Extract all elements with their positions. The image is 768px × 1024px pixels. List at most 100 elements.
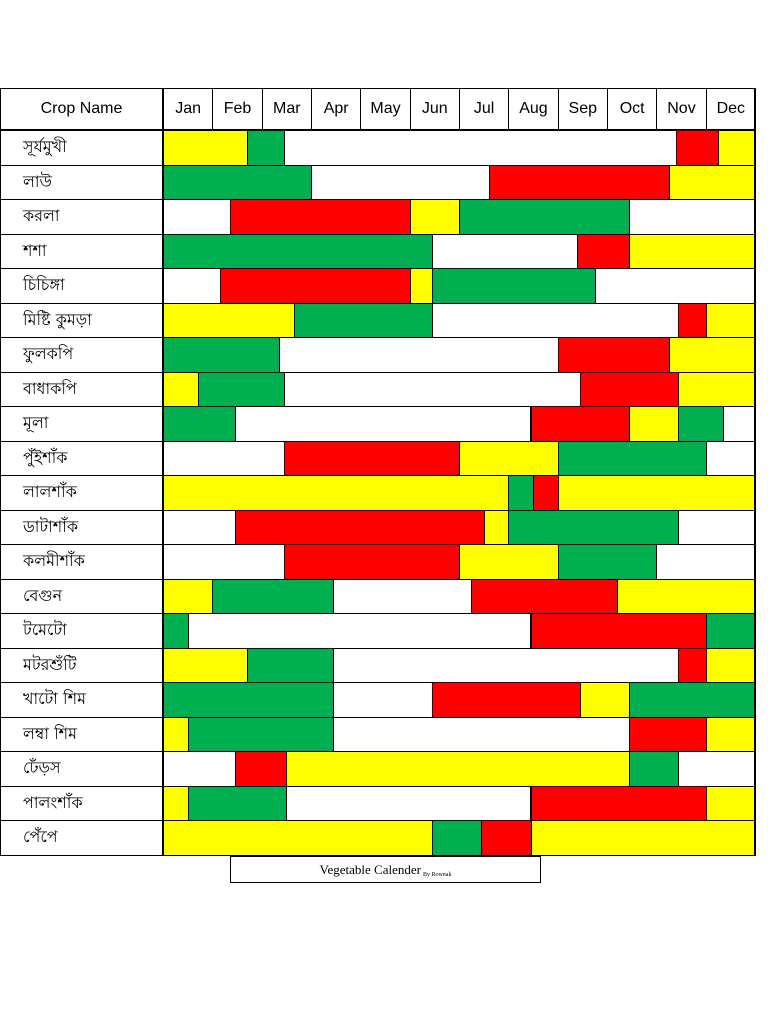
calendar-segment-white	[333, 682, 433, 718]
calendar-segment-green	[163, 613, 189, 649]
calendar-segment-yellow	[163, 820, 433, 856]
calendar-segment-white	[629, 199, 756, 235]
calendar-segment-white	[678, 751, 756, 787]
calendar-segment-yellow	[629, 233, 756, 269]
calendar-segment-green	[246, 647, 335, 683]
crop-name-cell: কলমীশাঁক	[0, 544, 163, 580]
calendar-segment-green	[431, 268, 596, 304]
calendar-segment-yellow	[579, 682, 631, 718]
calendar-segment-red	[431, 682, 581, 718]
month-header-jul: Jul	[458, 88, 510, 130]
calendar-segment-white	[234, 406, 532, 442]
crop-name-cell: পেঁপে	[0, 820, 163, 856]
calendar-segment-red	[234, 509, 485, 545]
calendar-segment-green	[431, 820, 483, 856]
calendar-segment-red	[283, 544, 460, 580]
calendar-segment-yellow	[616, 578, 756, 614]
crop-name-cell: সূর্যমুখী	[0, 130, 163, 166]
crop-name-cell: পালংশাঁক	[0, 785, 163, 821]
month-header-mar: Mar	[261, 88, 312, 130]
calendar-segment-green	[163, 164, 312, 200]
crop-name-cell: ডাটাশাঁক	[0, 509, 163, 545]
crop-name-cell: লাউ	[0, 164, 163, 200]
calendar-segment-red	[481, 820, 532, 856]
calendar-segment-yellow	[409, 268, 433, 304]
crop-name-cell: টমেটো	[0, 613, 163, 649]
calendar-segment-white	[333, 578, 473, 614]
calendar-segment-yellow	[668, 337, 756, 373]
calendar-segment-white	[163, 199, 231, 235]
calendar-segment-green	[187, 785, 288, 821]
calendar-segment-red	[219, 268, 411, 304]
crop-name-cell: মিষ্টি কুমড়া	[0, 302, 163, 338]
crop-name-cell: লালশাঁক	[0, 475, 163, 511]
calendar-segment-red	[557, 337, 670, 373]
calendar-segment-yellow	[163, 371, 199, 407]
calendar-segment-red	[629, 716, 707, 752]
calendar-segment-yellow	[530, 820, 756, 856]
calendar-segment-yellow	[705, 302, 756, 338]
calendar-segment-white	[187, 613, 532, 649]
calendar-segment-white	[163, 751, 236, 787]
vegetable-calendar-grid: Crop Name Jan Feb Mar Apr May Jun Jul Aug Sep Oct…	[0, 88, 756, 856]
calendar-segment-yellow	[163, 716, 189, 752]
calendar-segment-red	[678, 302, 707, 338]
calendar-segment-green	[678, 406, 724, 442]
crop-name-cell: মটরশুঁটি	[0, 647, 163, 683]
calendar-segment-green	[163, 682, 335, 718]
calendar-segment-yellow	[668, 164, 756, 200]
calendar-segment-green	[212, 578, 335, 614]
calendar-segment-white	[431, 302, 680, 338]
calendar-segment-yellow	[458, 544, 559, 580]
calendar-segment-white	[163, 544, 285, 580]
month-header-nov: Nov	[656, 88, 707, 130]
calendar-segment-white	[656, 544, 756, 580]
header-crop-name: Crop Name	[0, 88, 163, 130]
calendar-segment-yellow	[458, 440, 559, 476]
calendar-segment-white	[278, 337, 559, 373]
calendar-segment-white	[163, 440, 285, 476]
calendar-segment-yellow	[286, 751, 631, 787]
calendar-segment-red	[283, 440, 460, 476]
calendar-segment-white	[705, 440, 756, 476]
month-header-sep: Sep	[557, 88, 608, 130]
calendar-segment-yellow	[678, 371, 756, 407]
calendar-segment-green	[458, 199, 631, 235]
month-header-dec: Dec	[705, 88, 756, 130]
calendar-segment-green	[197, 371, 285, 407]
crop-name-cell: চিচিঙ্গা	[0, 268, 163, 304]
calendar-segment-green	[163, 337, 280, 373]
calendar-segment-yellow	[163, 475, 510, 511]
calendar-segment-red	[532, 475, 559, 511]
month-header-feb: Feb	[212, 88, 263, 130]
footer-byline: By Rownak	[422, 871, 452, 878]
calendar-segment-red	[488, 164, 670, 200]
calendar-segment-green	[246, 130, 285, 166]
calendar-segment-white	[722, 406, 756, 442]
calendar-segment-yellow	[705, 716, 756, 752]
calendar-segment-yellow	[717, 130, 756, 166]
calendar-segment-green	[508, 475, 534, 511]
calendar-segment-white	[333, 647, 680, 683]
calendar-segment-red	[579, 371, 680, 407]
calendar-segment-green	[163, 233, 433, 269]
crop-name-cell: পুঁইশাঁক	[0, 440, 163, 476]
calendar-segment-green	[187, 716, 335, 752]
calendar-segment-yellow	[163, 302, 295, 338]
calendar-segment-yellow	[409, 199, 460, 235]
calendar-segment-green	[293, 302, 433, 338]
calendar-segment-white	[283, 130, 678, 166]
month-header-jan: Jan	[163, 88, 214, 130]
month-header-oct: Oct	[606, 88, 658, 130]
footer-title: Vegetable Calender	[319, 861, 421, 877]
calendar-segment-red	[577, 233, 631, 269]
crop-name-cell: লম্বা শিম	[0, 716, 163, 752]
calendar-segment-yellow	[629, 406, 680, 442]
calendar-segment-red	[234, 751, 288, 787]
month-header-aug: Aug	[508, 88, 559, 130]
calendar-segment-green	[629, 682, 756, 718]
calendar-segment-red	[530, 785, 707, 821]
calendar-segment-white	[286, 785, 532, 821]
calendar-segment-yellow	[483, 509, 510, 545]
calendar-segment-yellow	[163, 578, 214, 614]
